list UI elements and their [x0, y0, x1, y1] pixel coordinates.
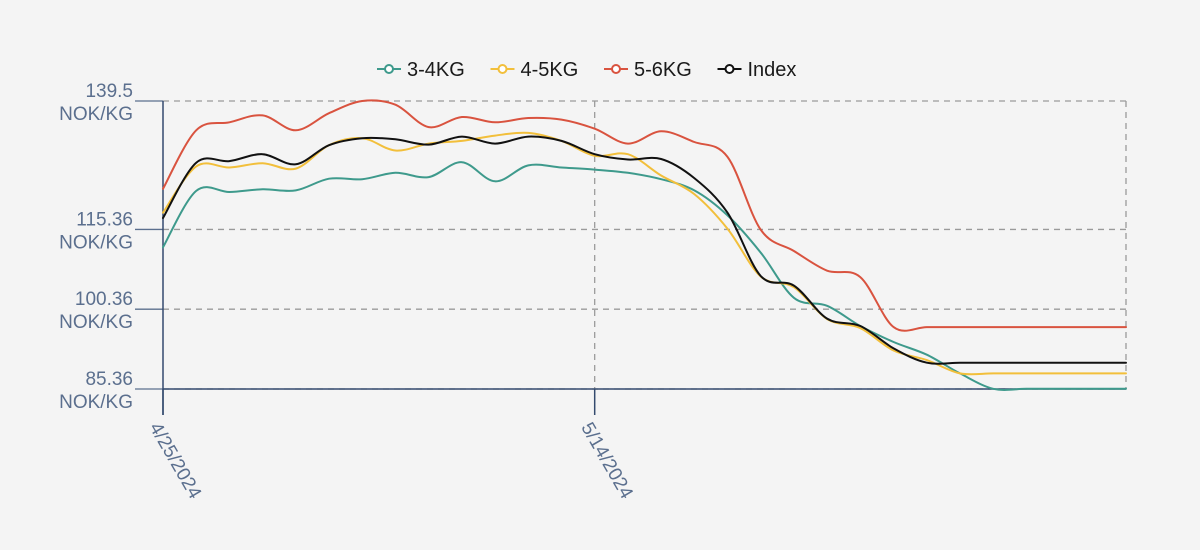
legend-swatch-marker — [497, 64, 508, 74]
series-line-index — [162, 135, 1127, 365]
legend-item-5-6kg[interactable]: 5-6KG — [604, 59, 692, 81]
y-tick-label: 85.36 — [85, 369, 133, 390]
x-tick-label: 4/25/2024 — [145, 419, 206, 503]
legend-label: 5-6KG — [634, 59, 692, 81]
legend: 3-4KG 4-5KG 5-6KG Index — [377, 59, 796, 81]
legend-item-3-4kg[interactable]: 3-4KG — [377, 59, 465, 81]
legend-swatch-marker — [611, 64, 621, 74]
series-line-3-4kg — [162, 161, 1127, 391]
series-lines — [162, 99, 1127, 391]
series-line-5-6kg — [162, 99, 1127, 332]
y-tick-unit: NOK/KG — [59, 392, 133, 413]
y-axis-labels: 139.5NOK/KG115.36NOK/KG100.36NOK/KG85.36… — [59, 81, 133, 413]
legend-item-4-5kg[interactable]: 4-5KG — [490, 59, 579, 81]
y-tick-unit: NOK/KG — [59, 104, 133, 125]
series-line-4-5kg — [162, 131, 1127, 376]
legend-label: 4-5KG — [521, 59, 579, 81]
legend-label: Index — [748, 59, 797, 81]
x-tick-label: 5/14/2024 — [576, 419, 637, 503]
y-tick-unit: NOK/KG — [59, 232, 133, 253]
axes — [135, 100, 1126, 415]
y-tick-label: 139.5 — [85, 81, 133, 102]
legend-swatch-marker — [384, 64, 394, 74]
legend-swatch-marker — [724, 64, 735, 74]
y-tick-label: 100.36 — [75, 289, 133, 310]
legend-label: 3-4KG — [407, 59, 465, 81]
x-axis-labels: 4/25/2024 5/14/2024 — [145, 419, 637, 503]
grid — [163, 100, 1127, 390]
legend-item-index[interactable]: Index — [717, 59, 797, 81]
y-tick-label: 115.36 — [76, 209, 133, 230]
y-tick-unit: NOK/KG — [59, 312, 133, 333]
